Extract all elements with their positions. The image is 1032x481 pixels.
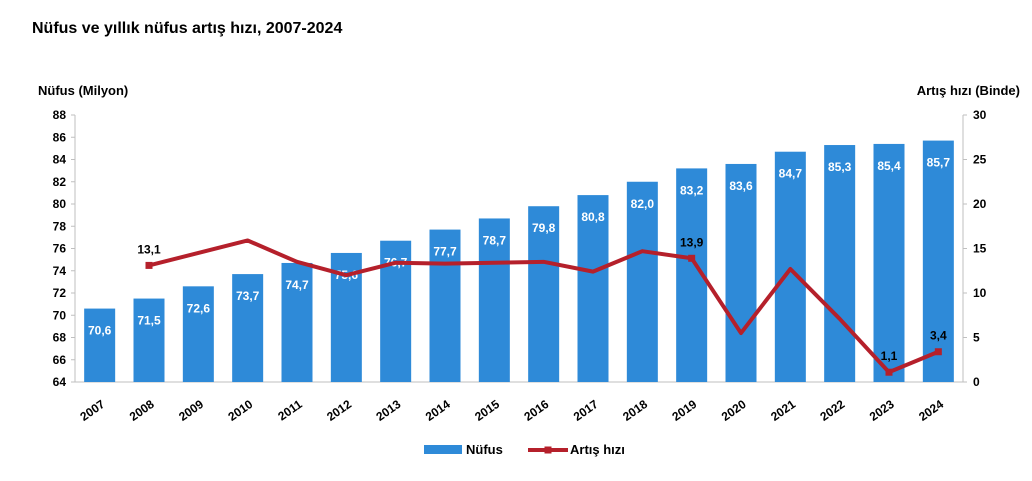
x-tick-label: 2021	[768, 397, 798, 424]
bar-data-label: 85,7	[927, 156, 951, 170]
x-tick-label: 2010	[225, 397, 255, 424]
x-tick-label: 2008	[127, 397, 157, 424]
left-tick-label: 84	[53, 153, 67, 167]
bar-data-label: 70,6	[88, 324, 112, 338]
bar-nufus	[478, 218, 510, 382]
line-data-label: 1,1	[881, 349, 898, 363]
bar-data-label: 74,7	[285, 278, 309, 292]
left-tick-label: 86	[53, 130, 67, 144]
bar-data-label: 77,7	[433, 245, 457, 259]
x-tick-label: 2018	[620, 397, 650, 424]
x-tick-label: 2016	[521, 397, 551, 424]
right-tick-label: 0	[973, 375, 980, 389]
line-data-label: 13,1	[137, 242, 161, 256]
line-point-marker	[934, 348, 942, 356]
bar-nufus	[725, 163, 757, 382]
chart-title: Nüfus ve yıllık nüfus artış hızı, 2007-2…	[32, 20, 343, 37]
right-tick-label: 30	[973, 108, 987, 122]
left-tick-label: 82	[53, 175, 67, 189]
bar-nufus	[626, 181, 658, 382]
left-tick-label: 66	[53, 353, 67, 367]
legend-label-artis: Artış hızı	[570, 442, 625, 457]
left-tick-label: 88	[53, 108, 67, 122]
bar-nufus	[133, 298, 165, 382]
x-tick-label: 2009	[176, 397, 206, 424]
bar-nufus	[824, 145, 856, 382]
bar-data-label: 78,7	[483, 233, 507, 247]
right-tick-label: 25	[973, 153, 987, 167]
right-tick-label: 20	[973, 197, 987, 211]
left-tick-label: 70	[53, 308, 67, 322]
left-axis-title: Nüfus (Milyon)	[38, 83, 128, 98]
bar-nufus	[182, 286, 214, 382]
bar-data-label: 80,8	[581, 210, 605, 224]
left-tick-label: 68	[53, 331, 67, 345]
legend-label-nufus: Nüfus	[466, 442, 503, 457]
x-tick-label: 2023	[867, 397, 897, 424]
bar-data-label: 85,4	[877, 159, 901, 173]
bar-nufus	[232, 274, 264, 382]
bar-data-label: 82,0	[631, 197, 655, 211]
line-point-marker	[688, 254, 696, 262]
left-tick-label: 64	[53, 375, 67, 389]
x-tick-label: 2017	[571, 397, 601, 424]
bar-nufus	[429, 229, 461, 382]
left-tick-label: 76	[53, 242, 67, 256]
bar-nufus	[774, 151, 806, 382]
bar-data-label: 72,6	[187, 301, 211, 315]
bar-nufus	[577, 195, 609, 382]
x-tick-label: 2022	[817, 397, 847, 424]
right-axis-title: Artış hızı (Binde)	[917, 83, 1020, 98]
bar-data-label: 73,7	[236, 289, 260, 303]
left-tick-label: 80	[53, 197, 67, 211]
bar-nufus	[873, 143, 905, 382]
bar-data-label: 79,8	[532, 221, 556, 235]
line-point-marker	[885, 368, 893, 376]
bar-nufus	[528, 206, 560, 382]
left-tick-label: 78	[53, 219, 67, 233]
line-point-marker	[145, 261, 153, 269]
legend-swatch-nufus	[424, 445, 462, 454]
line-data-label: 13,9	[680, 235, 704, 249]
bar-data-label: 84,7	[779, 167, 803, 181]
x-tick-label: 2019	[669, 397, 699, 424]
line-artis-hizi	[148, 238, 940, 375]
bar-data-label: 83,2	[680, 183, 704, 197]
x-tick-label: 2014	[423, 397, 453, 424]
x-tick-label: 2013	[373, 397, 403, 424]
x-tick-label: 2012	[324, 397, 354, 424]
bar-nufus	[922, 140, 954, 382]
bar-nufus	[84, 308, 116, 382]
bar-data-label: 71,5	[137, 314, 161, 328]
left-tick-label: 74	[53, 264, 67, 278]
x-tick-label: 2020	[719, 397, 749, 424]
line-data-label: 3,4	[930, 329, 947, 343]
left-tick-label: 72	[53, 286, 67, 300]
right-tick-label: 15	[973, 242, 987, 256]
right-tick-label: 5	[973, 331, 980, 345]
right-tick-label: 10	[973, 286, 987, 300]
bar-data-label: 83,6	[729, 179, 753, 193]
bar-data-label: 85,3	[828, 160, 852, 174]
x-tick-label: 2007	[77, 397, 107, 424]
legend-marker-artis	[544, 446, 552, 454]
x-tick-label: 2015	[472, 397, 502, 424]
x-tick-label: 2024	[916, 397, 946, 424]
bar-nufus	[281, 262, 313, 382]
x-tick-label: 2011	[275, 397, 305, 424]
